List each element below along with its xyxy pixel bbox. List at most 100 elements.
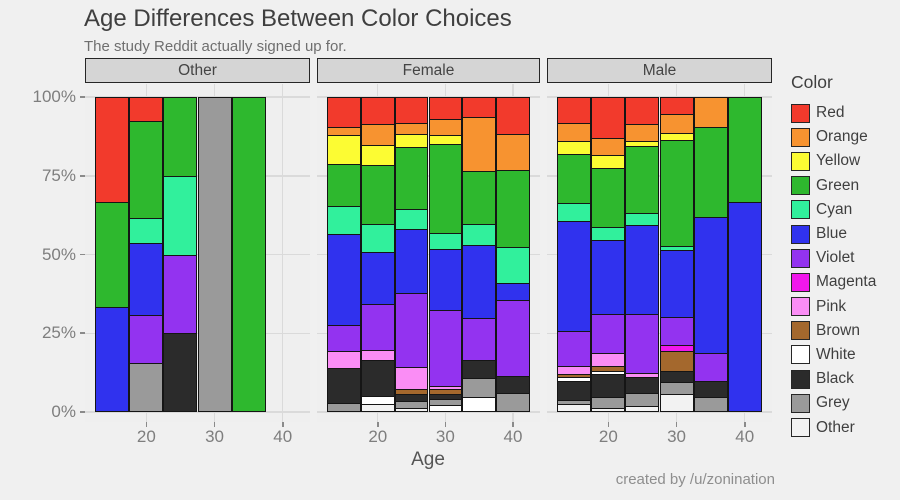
x-tick-label-other-40: 40 — [273, 427, 293, 446]
segment-green — [231, 97, 266, 412]
facet-strip-label: Other — [178, 61, 217, 79]
legend-swatch-red — [791, 103, 810, 123]
segment-white — [428, 404, 463, 412]
segment-black — [496, 375, 530, 395]
legend-entry-violet: Violet — [791, 246, 899, 270]
segment-black — [693, 381, 728, 398]
segment-pink — [394, 367, 429, 391]
legend-swatch-black — [791, 369, 810, 389]
legend-label-yellow: Yellow — [816, 152, 861, 170]
segment-orange — [591, 137, 626, 157]
bar-other-age25 — [163, 97, 198, 412]
segment-green — [591, 167, 626, 229]
x-tick-mark-male-40 — [743, 422, 746, 427]
legend-swatch-grey — [791, 393, 810, 413]
segment-grey — [496, 393, 530, 412]
segment-orange — [360, 123, 395, 147]
segment-black — [625, 377, 660, 395]
x-tick-label-male-40: 40 — [735, 427, 755, 446]
bar-female-age40 — [496, 97, 530, 412]
bar-other-age30 — [197, 97, 232, 412]
chart-subtitle: The study Reddit actually signed up for. — [84, 38, 347, 55]
segment-violet — [428, 309, 463, 387]
legend-entry-pink: Pink — [791, 295, 899, 319]
x-tick-label-male-20: 20 — [598, 427, 618, 446]
segment-orange — [462, 117, 497, 172]
legend-swatch-brown — [791, 321, 810, 341]
segment-orange — [659, 114, 694, 135]
legend-label-white: White — [816, 345, 856, 363]
segment-other — [557, 404, 592, 412]
segment-violet — [163, 254, 198, 335]
segment-yellow — [327, 135, 361, 166]
legend-entry-blue: Blue — [791, 222, 899, 246]
x-tick-mark-female-30 — [444, 422, 447, 427]
legend-swatch-green — [791, 176, 810, 196]
x-tick-mark-female-20 — [377, 422, 379, 427]
segment-violet — [625, 314, 660, 375]
segment-green — [727, 97, 762, 204]
segment-green — [360, 164, 395, 225]
legend-swatch-blue — [791, 224, 810, 244]
segment-grey — [327, 402, 361, 412]
segment-blue — [394, 228, 429, 295]
y-tick-label-50: 50% — [41, 244, 76, 264]
bar-other-age35 — [231, 97, 266, 412]
legend-swatch-magenta — [791, 272, 810, 292]
segment-violet — [693, 353, 728, 383]
segment-violet — [462, 318, 497, 361]
segment-black — [163, 333, 198, 412]
bar-female-age25 — [394, 97, 429, 412]
legend-label-brown: Brown — [816, 321, 860, 339]
segment-violet — [129, 314, 164, 365]
facet-strip-label: Male — [642, 61, 677, 79]
facet-strip-other: Other — [85, 58, 310, 83]
segment-orange — [557, 123, 592, 143]
segment-blue — [327, 233, 361, 327]
segment-black — [360, 360, 395, 398]
segment-red — [129, 97, 164, 123]
segment-blue — [659, 249, 694, 319]
segment-orange — [496, 133, 530, 172]
segment-blue — [625, 224, 660, 316]
segment-green — [496, 170, 530, 249]
bar-male-age30 — [659, 97, 694, 412]
bar-female-age35 — [462, 97, 497, 412]
facet-strip-label: Female — [402, 61, 455, 79]
chart-title: Age Differences Between Color Choices — [84, 5, 512, 32]
segment-red — [591, 97, 626, 140]
legend-swatch-pink — [791, 297, 810, 317]
y-tick-label-0: 0% — [51, 402, 76, 421]
legend-entry-white: White — [791, 343, 899, 367]
legend-label-red: Red — [816, 104, 845, 122]
segment-blue — [129, 242, 164, 317]
facet-strip-female: Female — [317, 58, 540, 83]
segment-cyan — [428, 233, 463, 251]
segment-green — [394, 147, 429, 211]
segment-red — [625, 97, 660, 126]
segment-cyan — [163, 175, 198, 256]
x-axis-title: Age — [411, 449, 445, 470]
segment-red — [95, 97, 130, 204]
bar-male-age25 — [625, 97, 660, 412]
bar-male-age35 — [693, 97, 728, 412]
gridline-x-40 — [282, 84, 284, 422]
segment-other — [591, 408, 626, 412]
legend-label-black: Black — [816, 370, 854, 388]
credit-text: created by /u/zonination — [615, 471, 775, 488]
legend-swatch-other — [791, 418, 810, 438]
legend-entry-black: Black — [791, 367, 899, 391]
facet-panel-female — [317, 84, 540, 422]
legend-label-magenta: Magenta — [816, 273, 877, 291]
gridline-y-0 — [547, 411, 772, 413]
bar-male-age40 — [727, 97, 762, 412]
segment-blue — [591, 239, 626, 316]
legend-label-other: Other — [816, 418, 855, 436]
x-tick-mark-other-20 — [145, 422, 148, 427]
segment-yellow — [360, 145, 395, 167]
segment-violet — [659, 317, 694, 347]
y-tick-label-100: 100% — [32, 87, 76, 106]
y-tick-mark-75 — [80, 174, 85, 177]
segment-pink — [327, 350, 361, 370]
